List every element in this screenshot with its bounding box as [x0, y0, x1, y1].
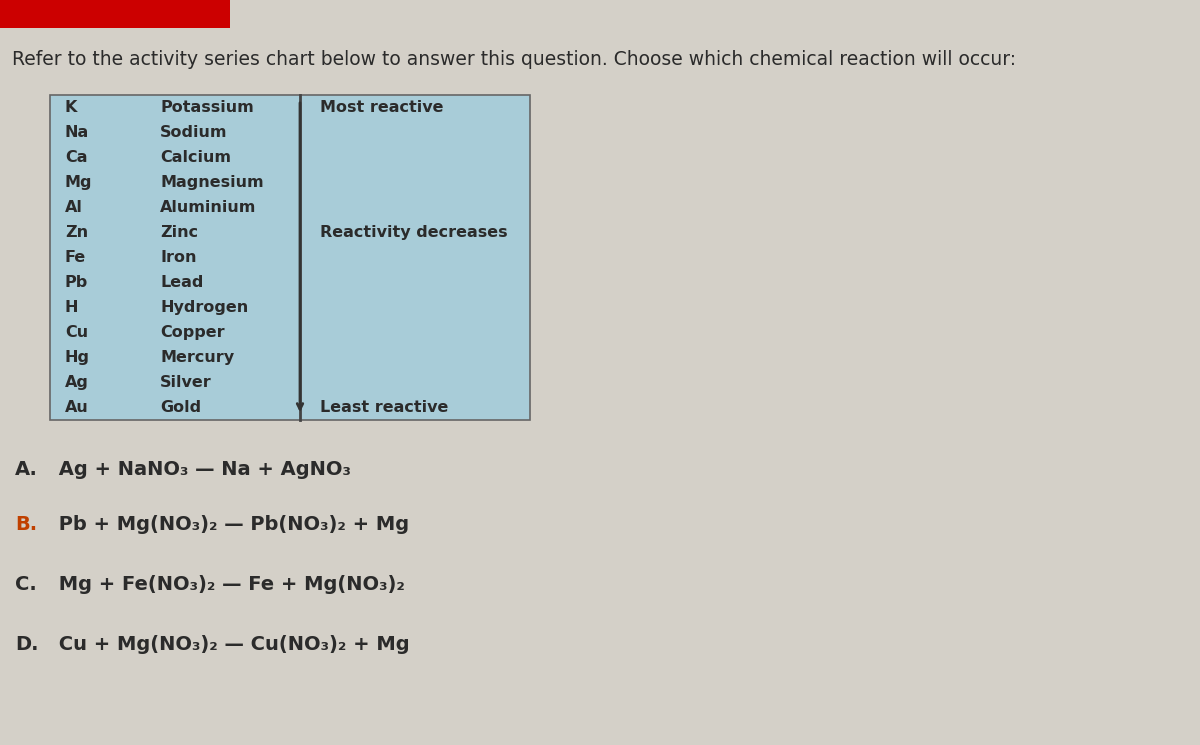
- Text: C.: C.: [14, 575, 37, 594]
- Text: Least reactive: Least reactive: [320, 400, 449, 415]
- Text: Pb + Mg(NO₃)₂ — Pb(NO₃)₂ + Mg: Pb + Mg(NO₃)₂ — Pb(NO₃)₂ + Mg: [52, 515, 409, 534]
- Text: Silver: Silver: [160, 375, 211, 390]
- Text: Mg + Fe(NO₃)₂ — Fe + Mg(NO₃)₂: Mg + Fe(NO₃)₂ — Fe + Mg(NO₃)₂: [52, 575, 404, 594]
- Text: Refer to the activity series chart below to answer this question. Choose which c: Refer to the activity series chart below…: [12, 50, 1016, 69]
- Text: Sodium: Sodium: [160, 125, 228, 140]
- Text: D.: D.: [14, 635, 38, 654]
- Text: A.: A.: [14, 460, 38, 479]
- Text: Hydrogen: Hydrogen: [160, 300, 248, 315]
- Text: Mg: Mg: [65, 175, 92, 190]
- Text: Aluminium: Aluminium: [160, 200, 257, 215]
- Text: Mercury: Mercury: [160, 350, 234, 365]
- Text: H: H: [65, 300, 78, 315]
- Text: Most reactive: Most reactive: [320, 100, 444, 115]
- Bar: [50, 95, 530, 420]
- Bar: [0, 0, 230, 28]
- Text: Ca: Ca: [65, 150, 88, 165]
- Text: Magnesium: Magnesium: [160, 175, 264, 190]
- Text: Lead: Lead: [160, 275, 203, 290]
- Text: Reactivity decreases: Reactivity decreases: [320, 225, 508, 240]
- Text: Gold: Gold: [160, 400, 202, 415]
- Text: Cu + Mg(NO₃)₂ — Cu(NO₃)₂ + Mg: Cu + Mg(NO₃)₂ — Cu(NO₃)₂ + Mg: [52, 635, 409, 654]
- Text: Pb: Pb: [65, 275, 89, 290]
- Text: K: K: [65, 100, 77, 115]
- Text: Fe: Fe: [65, 250, 86, 265]
- Text: Zinc: Zinc: [160, 225, 198, 240]
- Text: B.: B.: [14, 515, 37, 534]
- Text: Na: Na: [65, 125, 89, 140]
- Text: Cu: Cu: [65, 325, 88, 340]
- Text: Al: Al: [65, 200, 83, 215]
- Text: Ag: Ag: [65, 375, 89, 390]
- Text: Calcium: Calcium: [160, 150, 230, 165]
- Text: Copper: Copper: [160, 325, 224, 340]
- Text: Zn: Zn: [65, 225, 88, 240]
- Text: Au: Au: [65, 400, 89, 415]
- Text: Iron: Iron: [160, 250, 197, 265]
- Text: Hg: Hg: [65, 350, 90, 365]
- Text: Ag + NaNO₃ — Na + AgNO₃: Ag + NaNO₃ — Na + AgNO₃: [52, 460, 350, 479]
- Text: Potassium: Potassium: [160, 100, 253, 115]
